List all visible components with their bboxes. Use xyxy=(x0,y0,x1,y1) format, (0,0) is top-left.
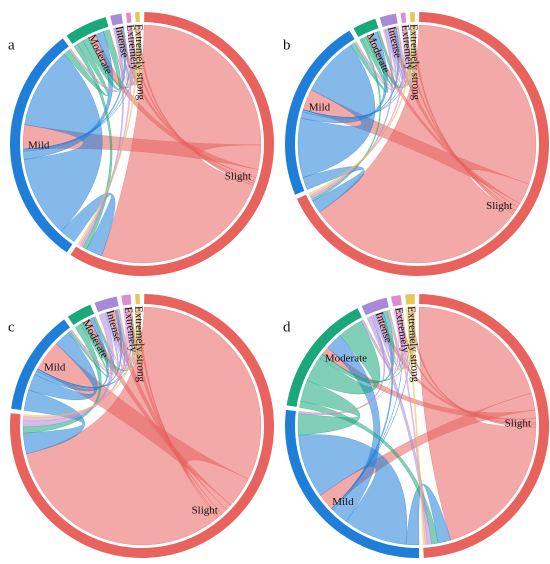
chord-ribbon xyxy=(131,307,140,367)
sector-arc xyxy=(110,13,123,26)
chord-panel: aSlightMildModerateIntenseExtremelyExtre… xyxy=(8,12,274,276)
chord-ribbon xyxy=(412,25,416,85)
sector-arc xyxy=(121,294,132,306)
chord-ribbon xyxy=(137,307,141,367)
sector-arc xyxy=(353,18,379,38)
chord-panel: dSlightMildModerateIntenseExtremelyExtre… xyxy=(283,294,550,558)
ribbons xyxy=(22,24,262,264)
sector-arc xyxy=(361,297,389,316)
chord-ribbon xyxy=(109,25,139,86)
sector-arc xyxy=(135,12,140,23)
sector-label: Extremely strong xyxy=(132,306,147,383)
chord-ribbon xyxy=(397,25,414,85)
chord-ribbon xyxy=(309,25,406,198)
chord-ribbon xyxy=(401,307,412,367)
sector-label: Extremely xyxy=(399,24,416,71)
sector-arc xyxy=(67,304,95,326)
sector-label: Mild xyxy=(309,102,331,114)
chord-ribbon xyxy=(22,312,114,428)
chord-ribbon xyxy=(131,25,140,85)
chord-ribbon xyxy=(23,53,103,232)
sector-label: Mild xyxy=(332,496,354,508)
sector-arc xyxy=(94,296,119,313)
sector-label: Extremely strong xyxy=(407,24,422,101)
sector-arc xyxy=(400,12,407,23)
ribbons xyxy=(297,24,537,264)
chord-ribbon xyxy=(137,25,141,85)
ribbons xyxy=(22,306,262,546)
chord-ribbon xyxy=(311,38,381,202)
chord-ribbon xyxy=(298,315,386,415)
sector-label: Slight xyxy=(505,418,531,430)
chord-ribbon xyxy=(299,400,439,545)
chord-ribbon xyxy=(406,25,415,85)
chord-ribbon xyxy=(379,25,414,87)
chord-ribbon xyxy=(73,43,113,250)
sector-label: Extremely xyxy=(124,24,141,71)
chord-ribbon xyxy=(71,307,139,373)
ribbons xyxy=(297,306,537,546)
chord-ribbon xyxy=(310,29,393,200)
sector-label: Extremely strong xyxy=(405,306,421,383)
panel-label: c xyxy=(8,319,15,335)
chord-ribbon xyxy=(123,25,139,85)
sector-arc xyxy=(10,38,73,253)
sector-arc xyxy=(409,12,415,23)
sector-arc xyxy=(66,17,109,44)
sector-arc xyxy=(391,295,402,307)
sector-arc xyxy=(125,12,132,23)
sector-label: Mild xyxy=(44,361,66,373)
panel-label: d xyxy=(283,319,291,335)
chord-ribbon xyxy=(95,307,139,370)
sector-label: Extremely xyxy=(122,306,140,353)
sector-label: Extremely strong xyxy=(132,24,147,101)
chord-ribbon xyxy=(363,307,410,370)
sector-arc xyxy=(286,308,362,407)
sector-arc xyxy=(405,294,415,305)
panel-label: a xyxy=(8,37,15,53)
chord-ribbon xyxy=(408,306,416,367)
sector-label: Mild xyxy=(28,140,50,152)
sector-arc xyxy=(11,319,70,410)
chord-ribbon xyxy=(22,307,130,422)
chord-panel: bSlightMildModerateIntenseExtremelyExtre… xyxy=(283,12,549,276)
chord-ribbon xyxy=(389,307,411,368)
chord-ribbon xyxy=(23,306,139,418)
chord-ribbon xyxy=(119,307,139,368)
sector-label: Slight xyxy=(192,505,218,517)
chord-ribbon xyxy=(298,434,408,545)
chord-ribbon xyxy=(355,25,414,89)
sector-label: Moderate xyxy=(325,352,367,364)
sector-arc xyxy=(284,30,355,195)
sector-arc xyxy=(379,13,398,27)
chord-panel: cSlightMildModerateIntenseExtremelyExtre… xyxy=(8,294,274,558)
chord-ribbon xyxy=(298,307,410,414)
sector-label: Slight xyxy=(225,171,251,183)
sector-label: Slight xyxy=(486,200,512,212)
sector-arc xyxy=(135,294,140,305)
panel-label: b xyxy=(283,37,291,53)
